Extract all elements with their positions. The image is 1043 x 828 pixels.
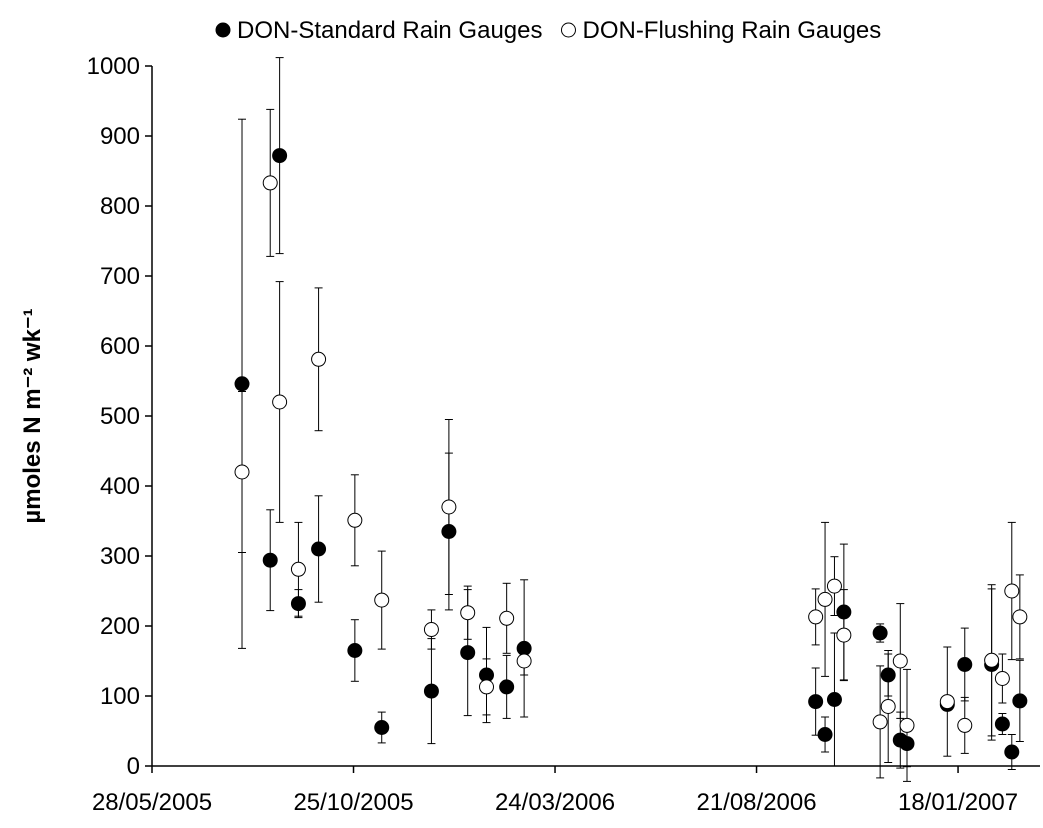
x-tick-label: 25/10/2005 bbox=[293, 789, 413, 816]
x-tick-label: 21/08/2006 bbox=[696, 789, 816, 816]
point bbox=[1004, 583, 1020, 599]
legend-marker bbox=[215, 22, 231, 38]
y-tick-label: 400 bbox=[100, 473, 140, 500]
point bbox=[234, 376, 250, 392]
legend-label: DON-Flushing Rain Gauges bbox=[582, 17, 881, 44]
point bbox=[460, 605, 476, 621]
x-tick-label: 18/01/2007 bbox=[898, 789, 1018, 816]
x-tick-label: 24/03/2006 bbox=[495, 789, 615, 816]
point bbox=[939, 694, 955, 710]
point bbox=[880, 699, 896, 714]
y-tick-label: 500 bbox=[100, 403, 140, 430]
point bbox=[808, 694, 824, 710]
point bbox=[1012, 609, 1028, 625]
point bbox=[374, 592, 390, 608]
point bbox=[347, 643, 363, 658]
y-tick-label: 1000 bbox=[87, 53, 140, 80]
point bbox=[499, 679, 515, 695]
y-axis-label: µmoles N m⁻² wk⁻¹ bbox=[19, 308, 46, 523]
y-tick-label: 100 bbox=[100, 683, 140, 710]
point bbox=[499, 610, 515, 626]
point bbox=[423, 683, 439, 699]
point bbox=[826, 578, 842, 594]
point bbox=[479, 679, 495, 695]
point bbox=[262, 175, 278, 191]
point bbox=[836, 627, 852, 643]
point bbox=[826, 692, 842, 707]
y-tick-label: 300 bbox=[100, 543, 140, 570]
point bbox=[272, 148, 288, 164]
point bbox=[957, 717, 973, 733]
point bbox=[994, 671, 1010, 686]
y-tick-label: 600 bbox=[100, 333, 140, 360]
point bbox=[234, 464, 250, 480]
point bbox=[872, 625, 888, 641]
point bbox=[441, 499, 457, 515]
point bbox=[872, 714, 888, 730]
point bbox=[374, 720, 390, 735]
point bbox=[311, 541, 327, 557]
y-tick-label: 200 bbox=[100, 613, 140, 640]
point bbox=[817, 591, 833, 607]
point bbox=[984, 652, 1000, 668]
point bbox=[957, 657, 973, 672]
point bbox=[1012, 693, 1028, 709]
point bbox=[460, 645, 476, 661]
point bbox=[994, 716, 1010, 732]
y-tick-label: 900 bbox=[100, 123, 140, 150]
y-tick-label: 800 bbox=[100, 193, 140, 220]
point bbox=[311, 351, 327, 367]
point bbox=[423, 622, 439, 637]
point bbox=[892, 653, 908, 669]
point bbox=[817, 727, 833, 742]
point bbox=[290, 561, 306, 577]
legend-marker bbox=[560, 22, 576, 38]
x-tick-label: 28/05/2005 bbox=[92, 789, 212, 816]
legend-label: DON-Standard Rain Gauges bbox=[237, 17, 542, 44]
point bbox=[516, 653, 532, 669]
point bbox=[808, 609, 824, 625]
point bbox=[272, 394, 288, 410]
point bbox=[262, 552, 278, 568]
y-tick-label: 0 bbox=[127, 753, 140, 780]
y-tick-label: 700 bbox=[100, 263, 140, 290]
point bbox=[899, 717, 915, 733]
point bbox=[347, 512, 363, 528]
point bbox=[1004, 744, 1020, 760]
